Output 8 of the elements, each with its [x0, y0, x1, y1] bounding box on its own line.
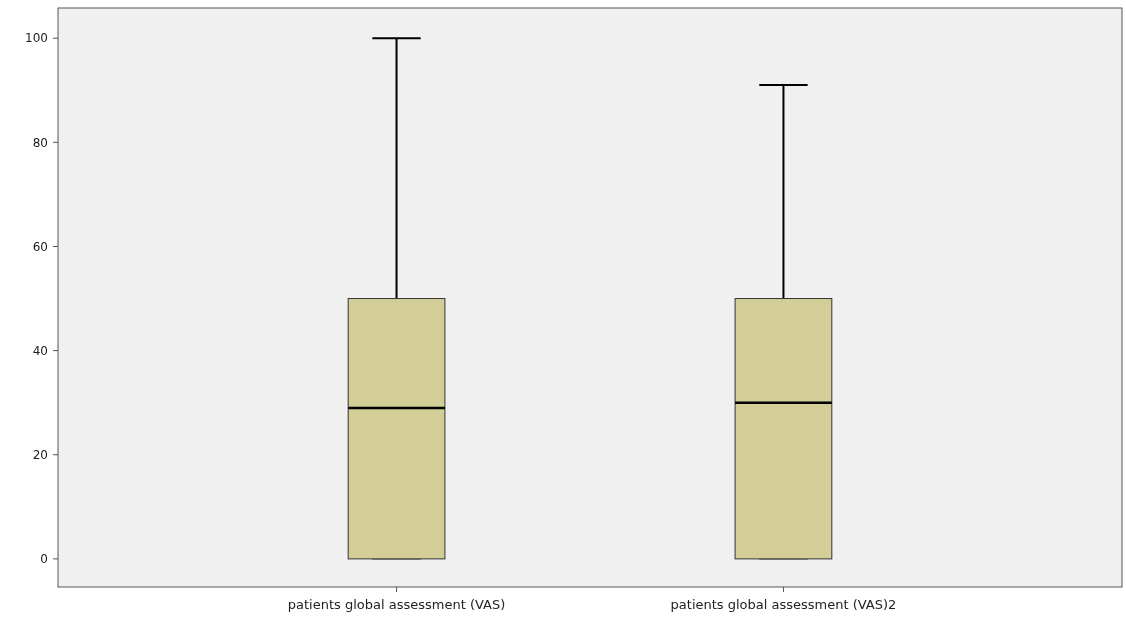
y-tick-label: 80	[32, 135, 48, 150]
y-tick-label: 40	[32, 343, 48, 358]
y-tick-label: 100	[25, 31, 48, 46]
y-tick-label: 0	[40, 552, 48, 567]
y-tick-label: 60	[32, 239, 48, 254]
y-tick-label: 20	[32, 447, 48, 462]
x-tick-label: patients global assessment (VAS)2	[670, 597, 897, 612]
x-tick-label: patients global assessment (VAS)	[287, 597, 506, 612]
